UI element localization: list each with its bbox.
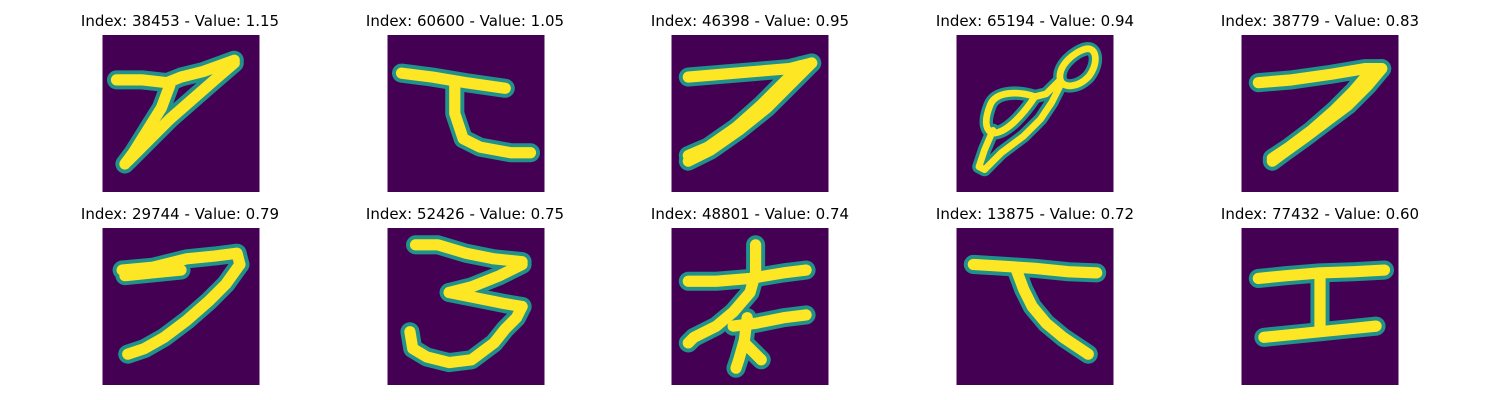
digit-image xyxy=(1241,228,1399,385)
panel-title: Index: 13875 - Value: 0.72 xyxy=(935,205,1135,223)
panel-title: Index: 46398 - Value: 0.95 xyxy=(650,12,850,30)
digit-image xyxy=(102,228,260,385)
panel-title: Index: 52426 - Value: 0.75 xyxy=(365,205,565,223)
digit-image xyxy=(671,35,829,192)
panel-title: Index: 60600 - Value: 1.05 xyxy=(365,12,565,30)
panel-title: Index: 38453 - Value: 1.15 xyxy=(80,12,280,30)
digit-image xyxy=(102,35,260,192)
digit-image xyxy=(956,228,1114,385)
digit-image xyxy=(387,35,545,192)
panel-title: Index: 48801 - Value: 0.74 xyxy=(650,205,850,223)
panel-title: Index: 38779 - Value: 0.83 xyxy=(1220,12,1420,30)
digit-image xyxy=(1241,35,1399,192)
panel-title: Index: 29744 - Value: 0.79 xyxy=(80,205,280,223)
digit-image xyxy=(387,228,545,385)
panel-title: Index: 77432 - Value: 0.60 xyxy=(1220,205,1420,223)
digit-image xyxy=(671,228,829,385)
panel-title: Index: 65194 - Value: 0.94 xyxy=(935,12,1135,30)
digit-image xyxy=(956,35,1114,192)
